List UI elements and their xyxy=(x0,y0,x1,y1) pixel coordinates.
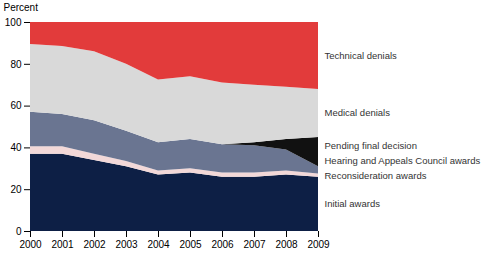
svg-text:2001: 2001 xyxy=(51,239,74,250)
svg-text:20: 20 xyxy=(10,184,22,195)
svg-text:Technical denials: Technical denials xyxy=(325,50,398,61)
svg-text:Percent: Percent xyxy=(4,2,39,13)
svg-text:2005: 2005 xyxy=(179,239,202,250)
svg-text:0: 0 xyxy=(16,226,22,237)
svg-text:Reconsideration awards: Reconsideration awards xyxy=(325,170,427,181)
svg-text:Pending final decision: Pending final decision xyxy=(325,140,417,151)
svg-text:2006: 2006 xyxy=(211,239,234,250)
svg-text:80: 80 xyxy=(10,59,22,70)
svg-text:Hearing and Appeals Council aw: Hearing and Appeals Council awards xyxy=(325,155,481,166)
svg-text:2004: 2004 xyxy=(147,239,170,250)
svg-text:Initial awards: Initial awards xyxy=(325,198,381,209)
svg-text:Medical denials: Medical denials xyxy=(325,107,391,118)
svg-text:2009: 2009 xyxy=(307,239,330,250)
svg-text:40: 40 xyxy=(10,142,22,153)
svg-text:60: 60 xyxy=(10,100,22,111)
svg-text:2002: 2002 xyxy=(83,239,106,250)
svg-text:2008: 2008 xyxy=(275,239,298,250)
svg-text:2003: 2003 xyxy=(115,239,138,250)
svg-text:2000: 2000 xyxy=(19,239,42,250)
svg-text:100: 100 xyxy=(5,17,22,28)
svg-text:2007: 2007 xyxy=(243,239,266,250)
